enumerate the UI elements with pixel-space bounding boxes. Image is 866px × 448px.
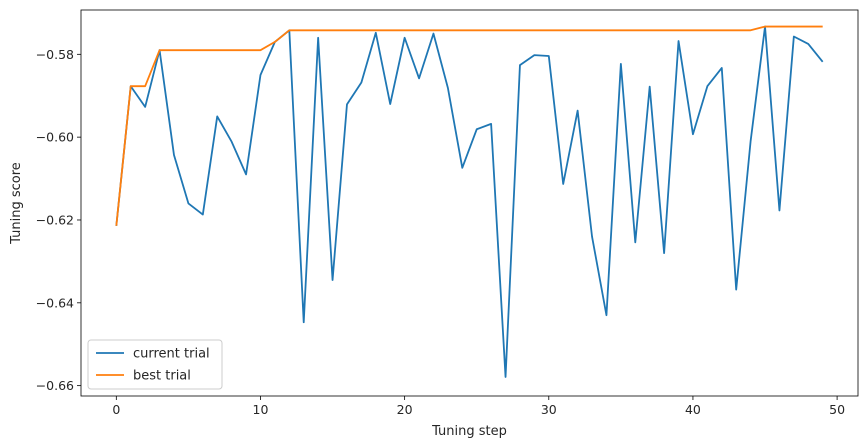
x-tick-label: 30 <box>541 402 557 417</box>
y-tick-label: −0.64 <box>36 295 74 310</box>
y-axis-ticks: −0.66 −0.64 −0.62 −0.60 −0.58 <box>36 47 81 393</box>
y-tick-label: −0.66 <box>36 378 74 393</box>
x-axis-label: Tuning step <box>431 424 507 439</box>
legend: current trial best trial <box>87 339 223 390</box>
legend-label-current-trial: current trial <box>133 347 210 362</box>
y-tick-label: −0.58 <box>36 47 74 62</box>
x-tick-label: 0 <box>112 402 120 417</box>
series-line-current-trial <box>115 25 824 378</box>
x-tick-label: 50 <box>829 402 845 417</box>
series-layer <box>115 25 824 378</box>
legend-label-best-trial: best trial <box>133 369 191 384</box>
series-line-best-trial <box>115 25 823 226</box>
x-tick-label: 40 <box>685 402 701 417</box>
y-axis-label: Tuning score <box>9 162 24 245</box>
x-tick-label: 10 <box>253 402 269 417</box>
x-tick-label: 20 <box>397 402 413 417</box>
plot-frame <box>80 9 859 397</box>
y-tick-label: −0.62 <box>36 212 74 227</box>
x-axis-ticks: 0 10 20 30 40 50 <box>112 396 845 417</box>
y-tick-label: −0.60 <box>36 130 74 145</box>
